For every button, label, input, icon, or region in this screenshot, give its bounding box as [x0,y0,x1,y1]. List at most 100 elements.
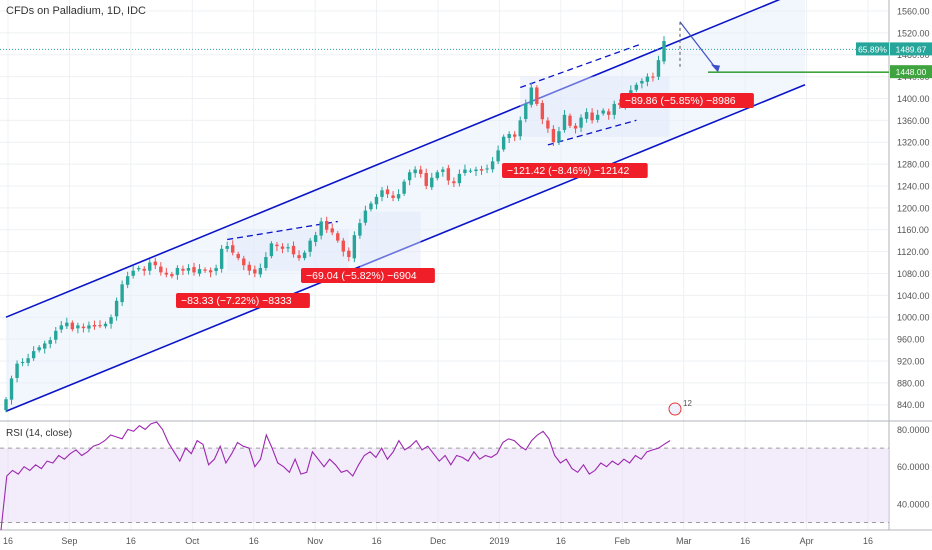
price-tick-label: 1040.00 [897,291,930,301]
candle-body [651,76,655,78]
candle-body [65,322,69,327]
date-tick-label: Apr [800,536,814,546]
date-tick-label: 16 [3,536,13,546]
candle-body [441,169,445,172]
candle-body [164,272,169,275]
date-tick-label: Sep [61,536,77,546]
candle-body [407,172,412,181]
measure-label-text: −69.04 (−5.82%) −6904 [306,270,417,282]
date-tick-label: Dec [430,536,447,546]
candle-body [280,246,285,249]
price-tick-label: 1120.00 [897,247,929,257]
candle-body [529,87,533,105]
candle-body [219,248,224,269]
price-tick-label: 920.00 [897,356,925,366]
candle-body [479,169,484,171]
candle-body [612,103,616,115]
candle-body [573,125,578,129]
candle-body [81,326,86,329]
measure-label-text: −121.42 (−8.46%) −12142 [507,165,629,177]
candle-body [424,173,428,186]
candle-body [513,134,517,137]
price-tick-label: 1080.00 [897,269,930,279]
candle-body [535,87,539,104]
candle-body [313,235,318,242]
candle-body [385,189,390,195]
candle-body [103,323,108,327]
candle-body [402,181,406,194]
candle-body [590,112,594,121]
date-tick-label: 16 [556,536,566,546]
candle-body [120,284,124,303]
candle-body [109,317,113,324]
candle-body [186,267,191,271]
event-badge-icon [668,402,682,416]
target-price-tag-text: 1448.00 [896,67,927,77]
candle-body [485,168,489,170]
date-tick-label: Nov [307,536,324,546]
candle-body [269,243,274,257]
date-tick-label: 16 [863,536,873,546]
rsi-band [0,448,889,523]
candle-body [501,136,506,150]
price-tick-label: 1160.00 [897,225,929,235]
candle-body [291,245,296,255]
candle-body [457,173,462,184]
candle-body [197,269,202,274]
candle-body [540,103,545,120]
candle-body [181,268,185,271]
candle-body [125,276,130,285]
candle-body [4,399,8,411]
dashed-channel-lower [547,119,637,146]
last-price-tag-text: 1489.67 [896,44,927,54]
candle-body [76,325,80,329]
candle-body [595,114,600,120]
candle-body [31,351,36,359]
candle-body [640,80,644,84]
candle-body [9,378,14,400]
rsi-tick-label: 40.0000 [897,499,930,509]
candle-body [413,169,417,174]
candle-body [37,347,41,351]
measure-zone [359,211,421,268]
candle-body [562,114,567,130]
candle-body [551,128,556,143]
price-tick-label: 1280.00 [897,160,930,170]
candle-body [656,60,661,77]
candle-body [308,240,312,252]
candle-body [618,103,622,105]
candle-body [98,325,102,327]
candle-body [607,111,611,115]
price-tick-label: 1400.00 [897,94,930,104]
date-tick-label: 16 [372,536,382,546]
candle-body [518,120,522,137]
candle-body [159,266,163,273]
candle-body [496,150,500,162]
candle-body [131,270,135,276]
change-tag-text: 65.89% [858,44,887,54]
candle-body [302,252,307,259]
price-tick-label: 880.00 [897,378,925,388]
candle-body [264,257,268,268]
candle-body [468,170,473,172]
candle-body [474,169,478,172]
candle-body [490,161,495,170]
candle-body [275,244,279,247]
candle-body [114,300,119,317]
candle-body [153,261,157,266]
candle-body [247,264,251,271]
candle-body [380,190,384,197]
candle-body [297,255,301,259]
candle-body [203,269,207,271]
candle-body [26,358,30,363]
price-tick-label: 1360.00 [897,116,930,126]
price-tick-label: 840.00 [897,400,925,410]
candle-body [662,41,666,62]
candle-body [507,133,511,139]
measure-label-bg [301,268,435,283]
forecast-arrow-head [711,64,720,73]
price-tick-label: 1000.00 [897,313,930,323]
dashed-channel-upper [227,220,338,241]
candle-body [54,330,58,340]
candle-body [15,363,19,378]
